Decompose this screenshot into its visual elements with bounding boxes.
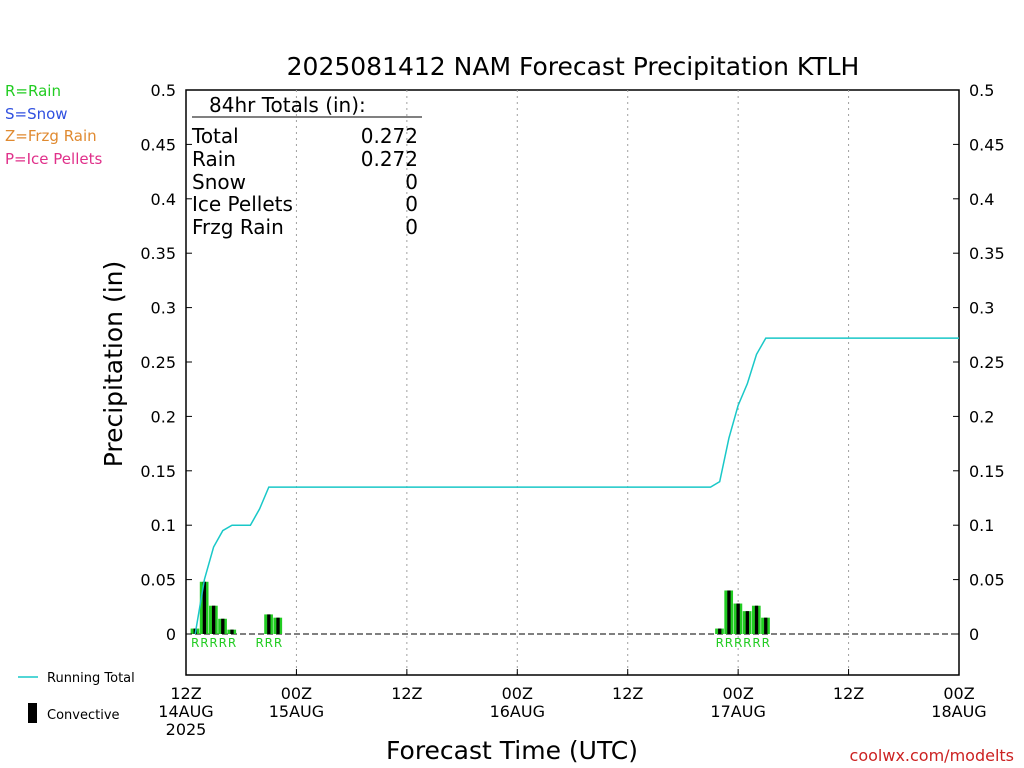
- ptype-label: R: [743, 636, 751, 650]
- y-tick-label: 0.35: [140, 244, 176, 263]
- totals-frzg-rain-value: 0: [405, 215, 418, 239]
- y-tick-label: 0.45: [140, 135, 176, 154]
- legend-ice-pellets: P=Ice Pellets: [5, 150, 102, 168]
- x-tick-label: 2025: [166, 720, 207, 739]
- y-tick-label-right: 0.2: [969, 407, 994, 426]
- series-legend: Running Total Convective: [18, 671, 135, 723]
- y-tick-label-right: 0.3: [969, 299, 994, 318]
- running-total-legend-label: Running Total: [47, 671, 135, 686]
- y-ticks: 0 00.05 0.050.1 0.10.15 0.150.2 0.20.25 0.250.…: [140, 81, 1004, 644]
- legend-snow: S=Snow: [5, 105, 68, 123]
- y-tick-label-right: 0: [969, 625, 979, 644]
- x-tick-label: 16AUG: [490, 702, 545, 721]
- ptype-label: R: [762, 636, 770, 650]
- totals-snow-label: Snow: [192, 170, 246, 194]
- y-tick-label-right: 0.05: [969, 571, 1005, 590]
- y-tick-label: 0.15: [140, 462, 176, 481]
- x-tick-label: 00Z: [281, 684, 312, 703]
- line-layer: [194, 337, 959, 635]
- credit-text: coolwx.com/modelts: [850, 746, 1014, 765]
- convective-bar: [718, 628, 722, 634]
- y-tick-label: 0.05: [140, 571, 176, 590]
- x-tick-label: 15AUG: [269, 702, 324, 721]
- convective-bar: [276, 617, 280, 634]
- y-tick-label: 0.25: [140, 353, 176, 372]
- convective-bar: [211, 605, 216, 634]
- convective-bar: [267, 614, 271, 634]
- totals-rain-value: 0.272: [361, 147, 418, 171]
- x-tick-label: 18AUG: [931, 702, 986, 721]
- y-tick-label-right: 0.35: [969, 244, 1005, 263]
- ptype-label: R: [200, 636, 208, 650]
- y-tick-label-right: 0.1: [969, 516, 994, 535]
- ptype-legend: R=Rain S=Snow Z=Frzg Rain P=Ice Pellets: [5, 82, 102, 168]
- x-tick-label: 12Z: [612, 684, 643, 703]
- totals-box: 84hr Totals (in): Total 0.272 Rain 0.272…: [191, 93, 422, 239]
- ptype-label: R: [265, 636, 273, 650]
- convective-bar: [736, 603, 740, 634]
- x-tick-label: 12Z: [391, 684, 422, 703]
- y-axis-label: Precipitation (in): [99, 261, 128, 468]
- totals-heading: 84hr Totals (in):: [209, 93, 366, 117]
- totals-total-value: 0.272: [361, 124, 418, 148]
- ptype-label: R: [191, 636, 199, 650]
- x-tick-label: 17AUG: [710, 702, 765, 721]
- convective-bar: [764, 617, 768, 634]
- totals-ice-pellets-value: 0: [405, 192, 418, 216]
- ptype-label: R: [725, 636, 733, 650]
- convective-bar: [230, 629, 234, 634]
- x-tick-label: 00Z: [502, 684, 533, 703]
- ptype-label: R: [255, 636, 263, 650]
- y-tick-label-right: 0.45: [969, 135, 1005, 154]
- totals-total-label: Total: [191, 124, 239, 148]
- ptype-label: R: [752, 636, 760, 650]
- convective-bar: [745, 611, 750, 634]
- x-tick-label: 00Z: [722, 684, 753, 703]
- ptype-label: R: [219, 636, 227, 650]
- x-tick-label: 00Z: [943, 684, 974, 703]
- y-tick-label-right: 0.15: [969, 462, 1005, 481]
- x-tick-label: 12Z: [833, 684, 864, 703]
- totals-rain-label: Rain: [192, 147, 236, 171]
- y-tick-label: 0.4: [151, 190, 176, 209]
- x-tick-label: 14AUG: [158, 702, 213, 721]
- y-tick-label: 0.2: [151, 407, 176, 426]
- y-tick-label: 0.3: [151, 299, 176, 318]
- y-tick-label-right: 0.4: [969, 190, 994, 209]
- legend-rain: R=Rain: [5, 82, 61, 100]
- legend-frzg-rain: Z=Frzg Rain: [5, 127, 97, 145]
- x-axis-label: Forecast Time (UTC): [386, 736, 638, 765]
- convective-legend-label: Convective: [47, 708, 120, 723]
- ptype-label: R: [228, 636, 236, 650]
- plot-frame: [185, 89, 960, 676]
- grid-layer: [186, 90, 959, 675]
- y-tick-label-right: 0.5: [969, 81, 994, 100]
- x-tick-label: 12Z: [170, 684, 201, 703]
- y-tick-label: 0.1: [151, 516, 176, 535]
- totals-snow-value: 0: [405, 170, 418, 194]
- ptype-label: R: [274, 636, 282, 650]
- totals-frzg-rain-label: Frzg Rain: [192, 215, 284, 239]
- y-tick-label: 0.5: [151, 81, 176, 100]
- totals-ice-pellets-label: Ice Pellets: [192, 192, 293, 216]
- y-tick-label: 0: [166, 625, 176, 644]
- convective-legend-swatch: [28, 703, 37, 723]
- convective-bar: [221, 618, 225, 634]
- convective-bar: [727, 590, 731, 634]
- ptype-label: R: [734, 636, 742, 650]
- convective-bar: [202, 581, 207, 634]
- ptype-label: R: [716, 636, 724, 650]
- bars-layer: [190, 581, 770, 634]
- ptype-label: R: [209, 636, 217, 650]
- running-total-line: [194, 337, 959, 635]
- convective-bar: [754, 605, 759, 634]
- chart-title: 2025081412 NAM Forecast Precipitation KT…: [287, 52, 860, 81]
- y-tick-label-right: 0.25: [969, 353, 1005, 372]
